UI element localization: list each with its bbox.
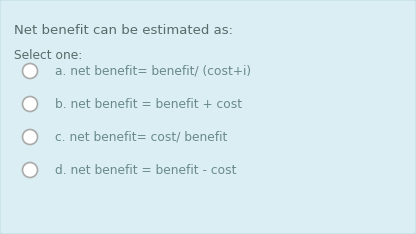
Text: a. net benefit= benefit/ (cost+i): a. net benefit= benefit/ (cost+i): [55, 65, 251, 77]
Text: d. net benefit = benefit - cost: d. net benefit = benefit - cost: [55, 164, 237, 176]
Text: Net benefit can be estimated as:: Net benefit can be estimated as:: [14, 24, 233, 37]
Text: Select one:: Select one:: [14, 49, 82, 62]
Text: b. net benefit = benefit + cost: b. net benefit = benefit + cost: [55, 98, 242, 110]
Ellipse shape: [22, 63, 37, 78]
Ellipse shape: [22, 96, 37, 111]
Ellipse shape: [22, 162, 37, 178]
Text: c. net benefit= cost/ benefit: c. net benefit= cost/ benefit: [55, 131, 228, 143]
Ellipse shape: [22, 129, 37, 145]
